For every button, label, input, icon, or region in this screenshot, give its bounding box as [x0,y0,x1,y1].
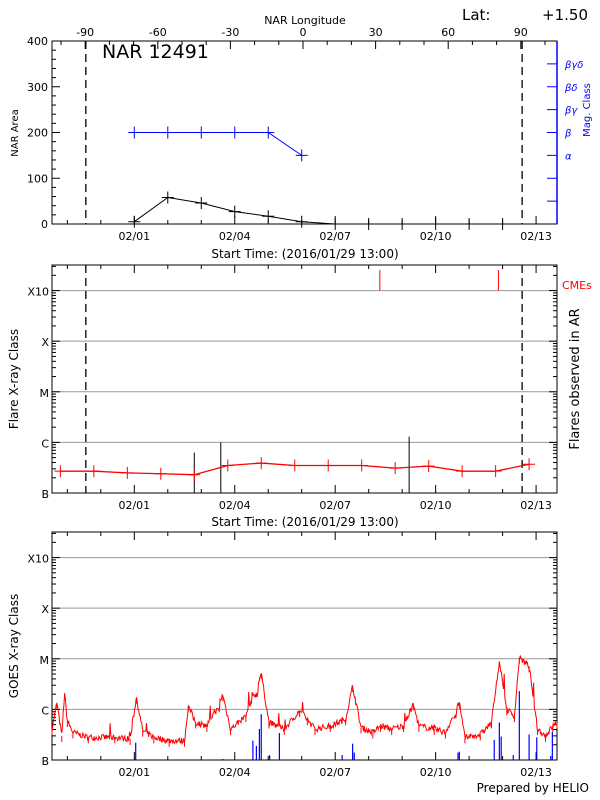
nar-area-point [429,218,442,230]
daily-flux-point [121,466,134,479]
nar-area-point [329,218,342,230]
plot-frame [51,40,558,225]
x-tick-label: 02/01 [118,230,150,243]
longitude-tick-label: 0 [300,26,307,39]
y-tick-label: X [41,603,49,616]
x-tick-label: 02/04 [219,230,251,243]
nar-area-point [128,215,141,228]
x-axis-title-middle: Start Time: (2016/01/29 13:00) [211,515,398,529]
mag-class-tick-label: β [564,129,572,140]
x-tick-label: 02/01 [118,499,150,512]
daily-flux-point [255,457,268,470]
longitude-tick-label: -90 [76,26,94,39]
longitude-tick-label: 30 [369,26,383,39]
y-tick-label: C [41,437,49,450]
flare-class-axis-title: Flare X-ray Class [7,329,21,429]
nar-area-line [134,196,503,225]
goes-axis-title: GOES X-ray Class [7,594,21,698]
mag-class-axis-title: Mag. Class [582,83,593,137]
cme-label: CMEs [562,279,592,292]
nar-area-point [295,215,308,228]
goes-xray-panel: B C M X X10 02/01 02/04 02/07 02/10 02/13 [27,531,558,779]
x-tick-label: 02/07 [319,230,351,243]
y-tick-label: 300 [27,81,48,94]
y-tick-label: C [41,704,49,717]
x-axis-title-top: Start Time: (2016/01/29 13:00) [211,247,398,261]
longitude-tick-label: -30 [221,26,239,39]
daily-flux-point [322,459,335,472]
flare-class-panel: B C M X X10 02/01 02/04 02/07 02/10 02/13 [27,264,558,512]
y-tick-label: 0 [41,218,48,231]
x-tick-label: 02/07 [319,766,351,779]
mag-class-tick-label: α [565,151,572,162]
nar-area-point [362,218,375,230]
x-tick-label: 02/07 [319,499,351,512]
x-tick-label: 02/10 [420,499,452,512]
y-tick-label: M [40,387,50,400]
mag-class-point [262,126,275,139]
daily-flux-point [355,459,368,472]
region-title: NAR 12491 [102,41,209,63]
daily-flux-point [288,459,301,472]
mag-class-tick-label: βγδ [564,60,583,71]
mag-class-point [161,126,174,139]
plot-frame [51,264,558,494]
daily-flux-point [489,465,502,478]
daily-flux-point [389,462,402,475]
nar-area-point [463,218,476,230]
x-tick-label: 02/04 [219,766,251,779]
nar-area-point [262,210,275,223]
x-tick-label: 02/10 [420,766,452,779]
daily-flux-point [523,458,536,471]
y-tick-label: 100 [27,172,48,185]
y-tick-label: 200 [27,127,48,140]
daily-flux-point [422,460,435,473]
mag-class-tick-label: βδ [564,83,578,94]
mag-class-point [295,149,308,162]
daily-flux-point [456,465,469,478]
longitude-tick-label: 90 [514,26,528,39]
y-tick-label: 400 [27,35,48,48]
goes-long-channel-line [51,655,557,746]
y-tick-label: B [41,488,49,501]
nar-area-axis-title: NAR Area [10,109,21,156]
daily-flux-point [154,467,167,480]
mag-class-tick-label: βγ [564,106,578,117]
mag-class-point [128,126,141,139]
nar-area-point [396,218,409,230]
nar-area-point [195,196,208,209]
x-tick-label: 02/13 [520,230,552,243]
x-tick-label: 02/13 [520,766,552,779]
y-tick-label: X10 [27,553,49,566]
mag-class-line [134,132,302,156]
y-tick-label: X10 [27,286,49,299]
daily-flux-point [188,468,201,481]
x-tick-label: 02/13 [520,499,552,512]
x-tick-label: 02/01 [118,766,150,779]
nar-area-panel: 0 100 200 300 400 αβ βγ βδ βγδ -90 -60 -30 0 30 60 90 02… [27,26,583,243]
daily-flux-point [87,465,100,478]
y-tick-label: X [41,336,49,349]
lat-label: Lat: [462,6,490,24]
nar-area-point [161,191,174,204]
longitude-axis-title: NAR Longitude [264,14,346,27]
x-tick-label: 02/10 [420,230,452,243]
nar-area-point [496,218,509,230]
daily-flux-point [54,465,67,478]
plot-frame [51,531,558,761]
y-tick-label: B [41,755,49,768]
footer-credit: Prepared by HELIO [477,781,589,795]
longitude-tick-label: -60 [149,26,167,39]
x-tick-label: 02/04 [219,499,251,512]
lat-value: +1.50 [542,6,588,24]
daily-flux-point [221,459,234,472]
longitude-tick-label: 60 [441,26,455,39]
mag-class-point [228,126,241,139]
mag-class-point [195,126,208,139]
nar-area-point [228,205,241,218]
y-tick-label: M [40,654,50,667]
flares-observed-axis-title: Flares observed in AR [568,308,583,449]
